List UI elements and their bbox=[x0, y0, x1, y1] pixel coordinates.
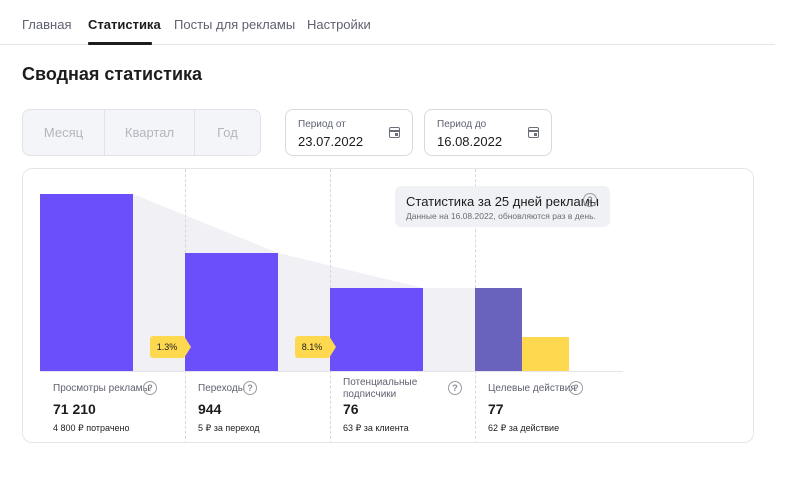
bar-target-actions bbox=[475, 288, 522, 372]
top-tabs: Главная Статистика Посты для рекламы Нас… bbox=[0, 0, 775, 45]
period-month-button[interactable]: Месяц bbox=[23, 110, 105, 155]
date-to-label: Период до bbox=[437, 119, 487, 130]
tab-home[interactable]: Главная bbox=[22, 17, 72, 32]
stage-label-actions: Целевые действия bbox=[488, 383, 576, 394]
date-from-label: Период от bbox=[298, 119, 346, 130]
conversion-badge-clicks: 1.3% bbox=[150, 336, 191, 358]
stage-note-clicks: 5 ₽ за переход bbox=[198, 423, 260, 433]
tab-settings[interactable]: Настройки bbox=[307, 17, 371, 32]
active-tab-indicator bbox=[88, 42, 152, 45]
bar-clicks bbox=[185, 253, 278, 372]
stage-value-actions: 77 bbox=[488, 401, 504, 417]
bar-ad-views bbox=[40, 194, 133, 372]
stage-note-subscribers: 63 ₽ за клиента bbox=[343, 423, 409, 433]
funnel-card: 1.3% 8.1% Статистика за 25 дней рекламы … bbox=[22, 168, 754, 443]
stats-info-subtitle: Данные на 16.08.2022, обновляются раз в … bbox=[406, 211, 596, 221]
help-icon[interactable]: ? bbox=[243, 381, 257, 395]
bar-target-actions-highlight bbox=[522, 337, 569, 372]
stage-value-subscribers: 76 bbox=[343, 401, 359, 417]
date-to-value: 16.08.2022 bbox=[437, 134, 503, 149]
period-toggle: Месяц Квартал Год bbox=[22, 109, 261, 156]
calendar-icon[interactable] bbox=[528, 127, 539, 138]
connector-subscribers-actions bbox=[423, 288, 475, 372]
stage-label-clicks: Переходы bbox=[198, 383, 245, 394]
stage-value-clicks: 944 bbox=[198, 401, 222, 417]
stats-info-title: Статистика за 25 дней рекламы bbox=[406, 194, 600, 209]
period-quarter-button[interactable]: Квартал bbox=[105, 110, 195, 155]
help-icon[interactable]: ? bbox=[448, 381, 462, 395]
stage-note-actions: 62 ₽ за действие bbox=[488, 423, 560, 433]
stats-info-panel: Статистика за 25 дней рекламы ? Данные н… bbox=[395, 186, 610, 227]
tab-statistics[interactable]: Статистика bbox=[88, 17, 161, 32]
date-from-value: 23.07.2022 bbox=[298, 134, 364, 149]
date-from-field[interactable]: Период от 23.07.2022 bbox=[285, 109, 413, 156]
tab-ad-posts[interactable]: Посты для рекламы bbox=[174, 17, 296, 32]
stage-label-subscribers: Потенциальные подписчики bbox=[343, 377, 418, 400]
help-icon[interactable]: ? bbox=[569, 381, 583, 395]
conversion-badge-subscribers: 8.1% bbox=[295, 336, 336, 358]
calendar-icon[interactable] bbox=[389, 127, 400, 138]
stage-note-views: 4 800 ₽ потрачено bbox=[53, 423, 130, 433]
help-icon[interactable]: ? bbox=[143, 381, 157, 395]
help-icon[interactable]: ? bbox=[583, 193, 597, 207]
stage-label-views: Просмотры рекламы bbox=[53, 383, 150, 394]
chart-baseline bbox=[40, 371, 623, 372]
period-year-button[interactable]: Год bbox=[217, 125, 238, 140]
bar-potential-subscribers bbox=[330, 288, 423, 372]
page-title: Сводная статистика bbox=[22, 64, 203, 84]
date-to-field[interactable]: Период до 16.08.2022 bbox=[424, 109, 552, 156]
stage-value-views: 71 210 bbox=[53, 401, 96, 417]
